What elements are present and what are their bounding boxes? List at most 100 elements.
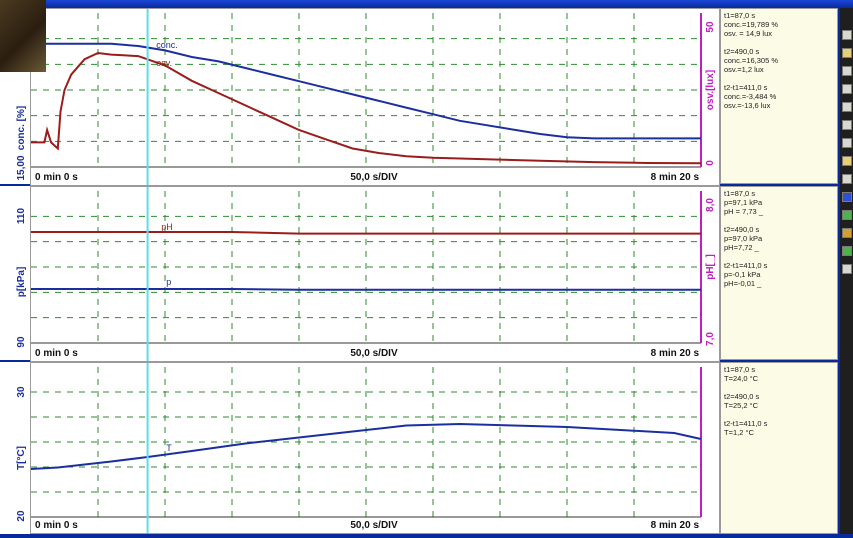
readout-line: p=97,1 kPa	[724, 198, 763, 207]
panel1-cursor-readout: t1=87,0 s conc.=19,789 % osv. = 14,9 lux t2…	[720, 8, 838, 184]
series-line-conc	[31, 42, 701, 140]
panel3-left-tick-0: 30	[16, 386, 27, 398]
toolbar-button[interactable]	[842, 174, 852, 184]
readout-line: T=24,0 °C	[724, 374, 759, 383]
right-axis-label: osv.[lux]	[705, 70, 716, 110]
panel2-left-axis-label: p[kPa]	[16, 267, 27, 298]
toolbar-button[interactable]	[842, 264, 852, 274]
toolbar-button[interactable]	[842, 120, 852, 130]
readout-line: conc.=16,305 %	[724, 56, 778, 65]
x-div-label: 50,0 s/DIV	[350, 172, 398, 183]
grid	[31, 13, 701, 167]
readout-group: t2=490,0 s conc.=16,305 % osv.=1,2 lux	[724, 47, 834, 74]
panel1-left-axis: conc. [%] 15,00	[16, 106, 27, 181]
toolbar-button[interactable]	[842, 138, 852, 148]
title-bar-area	[0, 0, 853, 8]
x-start-label: 0 min 0 s	[35, 172, 78, 183]
toolbar-button[interactable]	[842, 84, 852, 94]
panel2-chart[interactable]: pH[_] 8,0 7,0 pH p 0 min 0 s 50,0 s/DIV 8 min 2…	[31, 187, 719, 361]
readout-line: t1=87,0 s	[724, 189, 756, 198]
readout-line: t2=490,0 s	[724, 225, 760, 234]
x-end-label: 8 min 20 s	[651, 348, 700, 359]
panel2-cursor-readout: t1=87,0 s p=97,1 kPa pH = 7,73 _ t2=490,0 s…	[720, 186, 838, 360]
readout-group: t1=87,0 s T=24,0 °C	[724, 365, 834, 383]
panel3-cursor-readout: t1=87,0 s T=24,0 °C t2=490,0 s T=25,2 °C t2-…	[720, 362, 838, 534]
panel3-left-column	[0, 362, 30, 534]
grid	[31, 367, 701, 517]
series-label: osv.	[156, 58, 172, 68]
right-tick-label: 7,0	[705, 332, 716, 346]
grid	[31, 191, 701, 343]
toolbar-button[interactable]	[842, 66, 852, 76]
x-start-label: 0 min 0 s	[35, 520, 78, 531]
right-tick-label: 8,0	[705, 198, 716, 212]
panel2-left-tick-0: 110	[16, 207, 27, 224]
toolbar-strip	[840, 8, 853, 534]
readout-line: T=25,2 °C	[724, 401, 759, 410]
series-label: conc.	[156, 40, 178, 50]
panel3-left-axis: 30 T[°C] 20	[16, 386, 27, 522]
panel3-plot-area[interactable]: T 0 min 0 s 50,0 s/DIV 8 min 20 s	[30, 362, 720, 534]
readout-line: p=-0,1 kPa	[724, 270, 761, 279]
right-tick-label: 50	[705, 21, 716, 33]
readout-line: pH=7,72 _	[724, 243, 759, 252]
panel2-plot-area[interactable]: pH[_] 8,0 7,0 pH p 0 min 0 s 50,0 s/DIV 8 min 2…	[30, 186, 720, 362]
readout-line: t2-t1=411,0 s	[724, 419, 768, 428]
x-div-label: 50,0 s/DIV	[350, 348, 398, 359]
readout-group: t2-t1=411,0 s conc.=-3,484 % osv.=-13,6 lu…	[724, 83, 834, 110]
series-label: p	[166, 277, 171, 287]
toolbar-button[interactable]	[842, 210, 852, 220]
series-line-t	[30, 422, 702, 470]
readout-line: t2-t1=411,0 s	[724, 261, 768, 270]
readout-line: p=97,0 kPa	[724, 234, 763, 243]
panel2-left-axis: 110 p[kPa] 90	[16, 207, 27, 348]
series-line-osv	[31, 51, 702, 165]
readout-line: osv.=-13,6 lux	[724, 101, 771, 110]
panel2-left-column	[0, 186, 30, 360]
readout-line: osv. = 14,9 lux	[724, 29, 773, 38]
readout-group: t2-t1=411,0 s T=1,2 °C	[724, 419, 834, 437]
readout-line: conc.=19,789 %	[724, 20, 778, 29]
readout-line: t2=490,0 s	[724, 392, 760, 401]
x-end-label: 8 min 20 s	[651, 172, 700, 183]
toolbar-button[interactable]	[842, 228, 852, 238]
readout-line: t1=87,0 s	[724, 11, 756, 20]
panel1-left-tick-0: 15,00	[16, 155, 27, 180]
readout-line: conc.=-3,484 %	[724, 92, 777, 101]
panel3-left-tick-1: 20	[16, 510, 27, 522]
readout-group: t1=87,0 s conc.=19,789 % osv. = 14,9 lux	[724, 11, 834, 38]
readout-line: osv.=1,2 lux	[724, 65, 764, 74]
readout-line: t1=87,0 s	[724, 365, 756, 374]
readout-group: t2=490,0 s T=25,2 °C	[724, 392, 834, 410]
panel1-left-axis-label: conc. [%]	[16, 106, 27, 150]
panel2-left-tick-1: 90	[16, 336, 27, 348]
background-photo-corner	[0, 0, 46, 72]
readout-line: t2-t1=411,0 s	[724, 83, 768, 92]
readout-group: t1=87,0 s p=97,1 kPa pH = 7,73 _	[724, 189, 834, 216]
readout-group: t2=490,0 s p=97,0 kPa pH=7,72 _	[724, 225, 834, 252]
panel3-left-axis-label: T[°C]	[16, 446, 27, 470]
toolbar-button[interactable]	[842, 30, 852, 40]
panel3-chart[interactable]: T 0 min 0 s 50,0 s/DIV 8 min 20 s	[30, 363, 719, 533]
readout-line: pH = 7,73 _	[724, 207, 763, 216]
series-label: pH	[161, 222, 173, 232]
panel1-plot-area[interactable]: osv.[lux] 50 0 conc. osv. 0 min 0 s 50,0 s/DIV…	[30, 8, 720, 186]
readout-line: t2=490,0 s	[724, 47, 760, 56]
series-line-p	[31, 288, 701, 291]
x-div-label: 50,0 s/DIV	[350, 520, 398, 531]
readout-line: T=1,2 °C	[724, 428, 754, 437]
readout-group: t2-t1=411,0 s p=-0,1 kPa pH=-0,01 _	[724, 261, 834, 288]
toolbar-button[interactable]	[842, 156, 852, 166]
toolbar-button[interactable]	[842, 192, 852, 202]
readout-line: pH=-0,01 _	[724, 279, 762, 288]
right-tick-label: 0	[705, 160, 716, 166]
toolbar-button[interactable]	[842, 246, 852, 256]
panel1-chart[interactable]: osv.[lux] 50 0 conc. osv. 0 min 0 s 50,0 s/DIV…	[31, 9, 719, 185]
right-axis-label: pH[_]	[705, 254, 716, 280]
x-start-label: 0 min 0 s	[35, 348, 78, 359]
toolbar-button[interactable]	[842, 102, 852, 112]
series-label: T	[166, 443, 172, 453]
series-line-ph	[31, 231, 701, 235]
toolbar-button[interactable]	[842, 48, 852, 58]
